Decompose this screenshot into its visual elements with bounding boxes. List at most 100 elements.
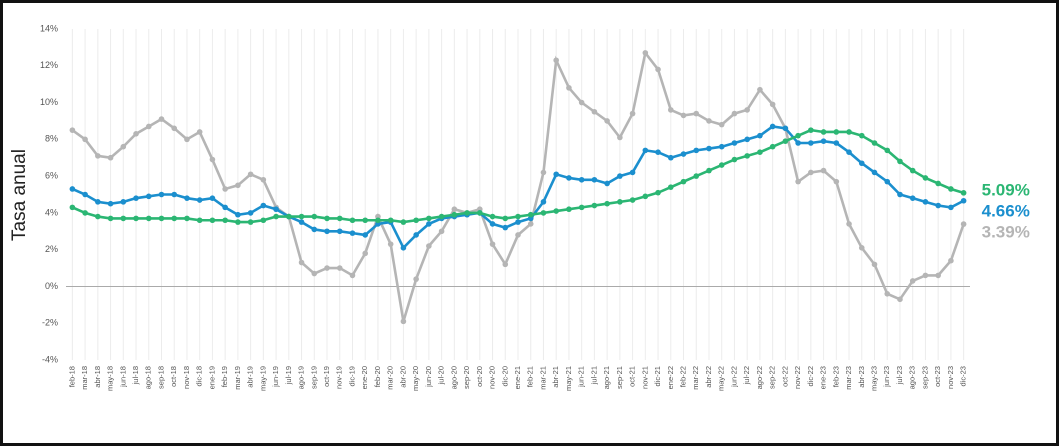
point <box>400 245 407 251</box>
point <box>642 193 649 200</box>
point <box>617 173 623 179</box>
x-tick-label: may-20 <box>411 366 420 391</box>
point <box>871 169 878 176</box>
point <box>311 213 318 220</box>
x-tick-label: jul-19 <box>284 366 293 385</box>
point <box>336 215 343 222</box>
point <box>120 199 127 205</box>
point <box>808 169 814 176</box>
y-tick-label: 12% <box>40 60 58 70</box>
x-tick-label: dic-22 <box>806 366 815 386</box>
point <box>311 226 318 233</box>
point <box>95 199 101 205</box>
x-tick-label: ago-21 <box>602 366 611 389</box>
point <box>948 186 954 192</box>
point <box>247 210 254 216</box>
point <box>273 206 279 213</box>
x-tick-label: ene-19 <box>207 366 216 389</box>
point <box>617 199 623 205</box>
point <box>578 99 585 106</box>
x-tick-label: ago-22 <box>755 366 764 389</box>
x-tick-label: ene-22 <box>666 366 675 389</box>
x-tick-label: nov-20 <box>488 366 497 389</box>
point <box>897 296 903 303</box>
point <box>133 195 139 201</box>
x-tick-label: jul-22 <box>742 366 751 385</box>
point <box>158 191 165 198</box>
point <box>655 149 661 156</box>
x-tick-label: oct-21 <box>628 366 637 387</box>
point <box>247 219 254 225</box>
point <box>566 85 572 91</box>
point <box>540 169 547 176</box>
x-tick-label: may-23 <box>869 366 878 391</box>
x-tick-label: dic-23 <box>959 366 968 386</box>
point <box>209 156 216 163</box>
point <box>553 57 559 64</box>
x-tick-label: mar-22 <box>691 366 700 390</box>
point <box>553 208 559 214</box>
point <box>298 259 305 266</box>
point <box>527 221 534 227</box>
x-tick-label: feb-18 <box>67 366 76 387</box>
point <box>184 136 190 143</box>
point <box>120 143 127 150</box>
point <box>553 171 559 178</box>
point <box>362 217 369 224</box>
point <box>667 107 674 113</box>
point <box>693 173 700 179</box>
y-tick-label: -2% <box>42 318 58 328</box>
point <box>451 206 458 213</box>
point <box>757 132 763 139</box>
x-tick-label: jun-18 <box>118 366 127 388</box>
x-tick-label: oct-23 <box>933 366 942 387</box>
point <box>196 197 203 203</box>
point <box>540 210 547 216</box>
point <box>82 191 88 198</box>
point <box>960 190 967 196</box>
point <box>808 127 814 133</box>
point <box>235 211 241 218</box>
y-tick-label: 2% <box>45 244 58 254</box>
point <box>107 154 114 161</box>
point <box>948 204 954 211</box>
x-tick-label: sep-19 <box>309 366 318 389</box>
point <box>184 195 190 201</box>
point <box>820 167 827 174</box>
point <box>336 228 343 235</box>
x-tick-label: jul-21 <box>589 366 598 385</box>
point <box>718 121 725 128</box>
x-tick-label: oct-22 <box>780 366 789 387</box>
x-tick-label: may-19 <box>258 366 267 391</box>
point <box>960 221 967 227</box>
point <box>578 176 585 183</box>
point <box>922 175 929 181</box>
point <box>706 145 712 152</box>
point <box>222 186 228 192</box>
x-tick-label: jun-23 <box>882 366 891 388</box>
x-tick-label: mar-23 <box>844 366 853 390</box>
point <box>744 107 750 113</box>
x-tick-label: may-18 <box>106 366 115 391</box>
point <box>107 215 114 222</box>
x-tick-label: oct-18 <box>169 366 178 387</box>
point <box>171 215 178 222</box>
point <box>782 138 789 144</box>
y-tick-label: 10% <box>40 97 58 107</box>
y-tick-label: -4% <box>42 354 58 364</box>
point <box>426 221 432 227</box>
point <box>782 125 789 132</box>
point <box>196 129 203 135</box>
point <box>235 182 241 189</box>
y-tick-label: 6% <box>45 170 58 180</box>
point <box>451 211 458 218</box>
x-tick-label: ago-20 <box>449 366 458 389</box>
x-tick-label: abr-19 <box>246 366 255 388</box>
point <box>897 191 903 198</box>
point <box>387 241 394 247</box>
point <box>349 217 356 224</box>
x-tick-label: ene-23 <box>819 366 828 389</box>
point <box>655 66 661 73</box>
